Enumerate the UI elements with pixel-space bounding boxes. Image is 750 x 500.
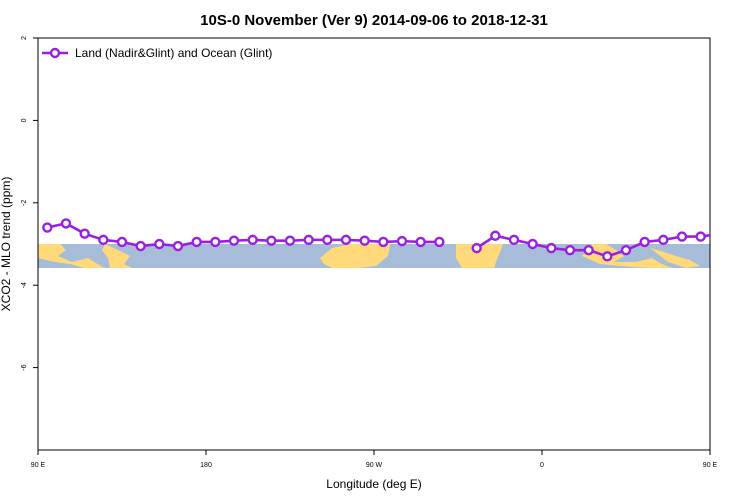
- data-point: [340, 234, 352, 246]
- data-point: [322, 234, 333, 246]
- data-point: [172, 240, 184, 252]
- x-tick-label: 0: [540, 462, 544, 469]
- data-point: [508, 234, 520, 246]
- data-point: [191, 236, 202, 248]
- x-axis-label: Longitude (deg E): [326, 477, 421, 491]
- series-line: [47, 222, 440, 248]
- data-point: [154, 238, 165, 250]
- x-tick-label: 90 W: [366, 462, 383, 469]
- x-tick-label: 90 E: [31, 462, 46, 469]
- x-axis: 90 E 180 90 W 0 90 E: [31, 450, 718, 469]
- y-axis-label: XCO2 - MLO trend (ppm): [0, 177, 13, 312]
- land-maritime-continent-east: [582, 244, 672, 268]
- x-tick-label: 90 E: [703, 462, 718, 469]
- data-point: [60, 218, 72, 229]
- y-axis: 2 0 -2 -4 -6: [21, 36, 38, 371]
- data-point: [695, 231, 706, 242]
- data-point: [228, 235, 240, 246]
- y-tick-label: 0: [21, 118, 28, 122]
- data-point: [434, 236, 445, 248]
- land-south-america-west: [320, 244, 390, 268]
- data-point: [602, 251, 613, 262]
- series-layer: [42, 218, 742, 262]
- chart-title: 10S-0 November (Ver 9) 2014-09-06 to 201…: [200, 12, 548, 29]
- data-point: [564, 244, 576, 256]
- y-tick-label: -4: [21, 282, 28, 288]
- legend-marker: [49, 47, 61, 59]
- data-point: [135, 240, 146, 252]
- x-tick-label: 180: [200, 462, 212, 469]
- land-maritime-continent-west: [38, 244, 104, 268]
- data-point: [620, 244, 632, 256]
- data-point: [527, 238, 538, 250]
- data-point: [396, 235, 408, 247]
- legend-label: Land (Nadir&Glint) and Ocean (Glint): [75, 46, 272, 60]
- land-new-guinea-east: [650, 248, 700, 268]
- data-point: [303, 234, 314, 246]
- data-point: [546, 242, 557, 254]
- background-map: [38, 244, 710, 268]
- data-point: [116, 236, 128, 248]
- data-point: [42, 222, 53, 233]
- data-point: [639, 236, 650, 248]
- data-point: [583, 244, 594, 256]
- data-point: [415, 236, 426, 248]
- data-point: [734, 230, 742, 238]
- data-point: [247, 234, 258, 246]
- data-point: [490, 230, 501, 241]
- data-point: [98, 234, 109, 246]
- data-point: [378, 236, 389, 248]
- data-point: [266, 235, 277, 246]
- data-point: [79, 228, 90, 239]
- data-point: [359, 235, 370, 246]
- y-tick-label: -2: [21, 200, 28, 206]
- data-point: [471, 242, 482, 254]
- legend: Land (Nadir&Glint) and Ocean (Glint): [42, 46, 272, 60]
- data-point: [284, 235, 296, 246]
- y-tick-label: 2: [21, 36, 28, 40]
- series-line: [475, 233, 710, 258]
- land-africa: [456, 244, 503, 268]
- data-point: [715, 230, 723, 238]
- data-point: [658, 234, 669, 246]
- data-point: [676, 231, 688, 242]
- data-point: [210, 236, 221, 248]
- land-new-guinea-australia-west: [102, 244, 132, 268]
- y-tick-label: -6: [21, 364, 28, 370]
